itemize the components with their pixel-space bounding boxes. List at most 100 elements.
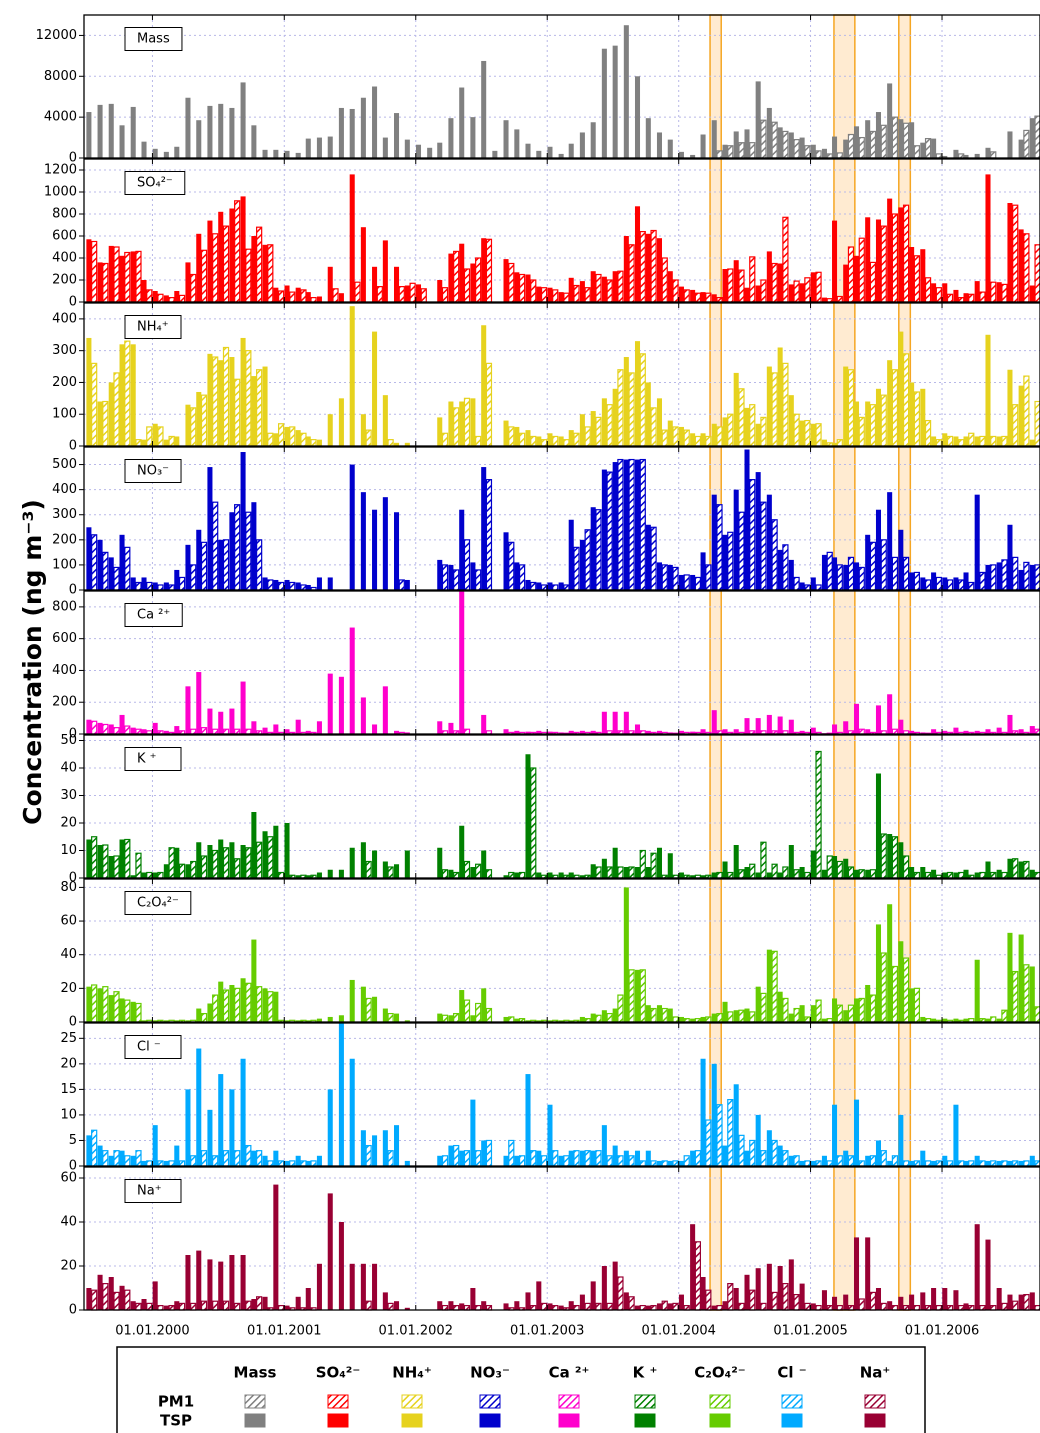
bar-tsp — [690, 154, 696, 158]
bar-tsp — [887, 1160, 893, 1166]
bar-tsp — [678, 151, 684, 158]
bar-tsp — [766, 949, 772, 1022]
bar-tsp — [843, 366, 849, 446]
y-tick-label: 80 — [60, 880, 77, 895]
bar-tsp — [853, 869, 860, 878]
bar-tsp — [985, 564, 991, 590]
bar-tsp — [920, 732, 926, 734]
bar-tsp — [130, 577, 136, 590]
bar-tsp — [690, 1224, 696, 1310]
panel-label-box — [124, 459, 182, 483]
bar-pm1 — [178, 294, 186, 303]
bar-tsp — [448, 1301, 454, 1310]
bar-pm1 — [760, 119, 767, 159]
bar-pm1 — [815, 271, 822, 303]
bar-tsp — [305, 584, 311, 590]
bar-pm1 — [683, 429, 690, 447]
bar-pm1 — [913, 391, 921, 447]
bar-tsp — [579, 1016, 585, 1022]
bar-tsp — [996, 1288, 1002, 1310]
bar-tsp — [623, 25, 629, 159]
bar-tsp — [229, 708, 235, 734]
bar-pm1 — [628, 244, 635, 303]
bar-pm1 — [716, 297, 723, 303]
bar-pm1 — [858, 1160, 865, 1167]
bar-pm1 — [518, 564, 526, 591]
bar-tsp — [240, 452, 246, 590]
bar-tsp — [305, 292, 311, 302]
bar-tsp — [810, 1303, 816, 1310]
bar-tsp — [568, 1150, 574, 1166]
bar-tsp — [656, 132, 662, 158]
bar-pm1 — [485, 869, 493, 879]
bar-tsp — [777, 991, 783, 1022]
bar-tsp — [141, 1299, 147, 1310]
bar-tsp — [372, 86, 378, 158]
bar-pm1 — [91, 534, 98, 591]
bar-tsp — [174, 146, 180, 158]
bar-tsp — [394, 730, 400, 734]
bar-tsp — [448, 869, 454, 878]
bar-tsp — [360, 414, 366, 446]
legend-swatch — [709, 1394, 731, 1409]
bar-pm1 — [924, 1160, 932, 1167]
bar-tsp — [514, 872, 520, 878]
bar-pm1 — [716, 1104, 723, 1167]
bar-tsp — [163, 151, 169, 158]
bar-tsp — [777, 127, 783, 158]
bar-pm1 — [113, 246, 120, 303]
bar-tsp — [338, 293, 344, 302]
bar-tsp — [985, 861, 991, 878]
bar-tsp — [207, 708, 213, 734]
bar-tsp — [1029, 869, 1035, 878]
bar-tsp — [372, 266, 378, 302]
x-tick-label: 01.01.2000 — [115, 1324, 189, 1339]
y-tick-label: 30 — [60, 788, 77, 803]
bar-pm1 — [836, 439, 843, 447]
bar-pm1 — [804, 1160, 811, 1167]
bar-tsp — [953, 872, 959, 878]
bar-pm1 — [245, 847, 252, 879]
legend-swatch — [479, 1394, 501, 1409]
bar-tsp — [240, 196, 246, 302]
bar-pm1 — [595, 1014, 602, 1023]
bar-tsp — [898, 207, 904, 302]
bar-tsp — [503, 729, 509, 734]
bar-tsp — [645, 867, 651, 878]
bar-tsp — [470, 263, 476, 302]
bar-tsp — [810, 144, 816, 158]
bar-pm1 — [234, 1302, 241, 1311]
bar-pm1 — [661, 564, 668, 591]
bar-tsp — [1007, 524, 1013, 590]
highlight-period — [833, 14, 856, 1311]
bar-tsp — [360, 97, 366, 158]
bar-pm1 — [102, 1282, 109, 1311]
bar-tsp — [503, 875, 509, 878]
bar-tsp — [284, 150, 290, 158]
bar-pm1 — [727, 1099, 734, 1167]
bar-pm1 — [606, 866, 613, 879]
bar-tsp — [612, 1008, 618, 1022]
bar-pm1 — [234, 858, 241, 879]
bar-pm1 — [782, 130, 789, 159]
bar-tsp — [711, 494, 717, 590]
bar-pm1 — [749, 142, 756, 159]
bar-pm1 — [990, 1304, 997, 1311]
bar-tsp — [875, 219, 882, 302]
bar-tsp — [755, 1268, 761, 1310]
bar-tsp — [262, 149, 268, 158]
bar-pm1 — [935, 439, 942, 447]
bar-tsp — [97, 1145, 103, 1166]
bar-tsp — [108, 995, 114, 1022]
bar-tsp — [810, 727, 816, 734]
bar-pm1 — [771, 262, 778, 303]
bar-tsp — [1007, 714, 1013, 734]
bar-tsp — [832, 442, 838, 446]
bar-tsp — [942, 283, 948, 302]
bar-pm1 — [463, 1304, 471, 1311]
bar-pm1 — [672, 1160, 679, 1167]
bar-tsp — [185, 864, 191, 878]
bar-pm1 — [771, 121, 778, 159]
bar-tsp — [185, 686, 191, 734]
bar-tsp — [898, 119, 904, 158]
